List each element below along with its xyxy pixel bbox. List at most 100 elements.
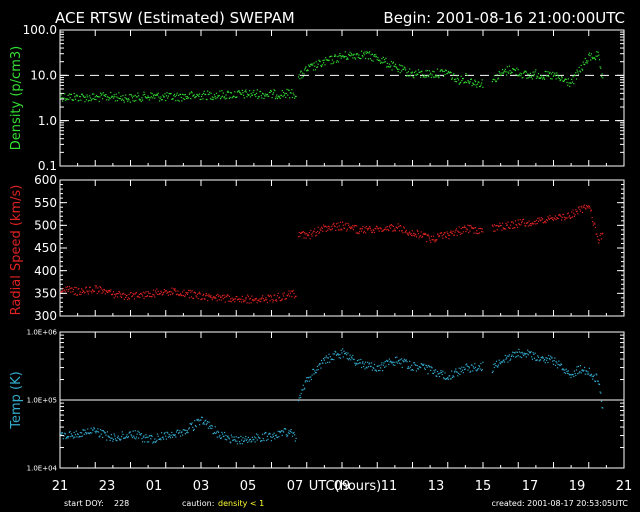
data-point <box>600 67 602 69</box>
data-point <box>405 229 407 231</box>
data-point <box>507 71 509 73</box>
data-point <box>437 373 439 375</box>
data-point <box>579 210 582 212</box>
data-point <box>405 75 407 77</box>
data-point <box>422 74 424 76</box>
data-point <box>191 92 193 94</box>
data-point <box>466 365 468 367</box>
data-point <box>316 234 318 236</box>
data-point <box>192 429 195 431</box>
data-point <box>235 296 237 298</box>
data-point <box>78 436 80 438</box>
data-point <box>232 96 234 98</box>
data-point <box>273 294 275 296</box>
data-point <box>399 359 401 361</box>
data-point <box>592 378 594 380</box>
data-point <box>112 440 114 442</box>
data-point <box>369 362 371 364</box>
data-point <box>565 78 567 81</box>
data-point <box>275 299 277 301</box>
data-point <box>305 380 307 382</box>
data-point <box>359 228 361 230</box>
data-point <box>302 231 304 233</box>
data-point <box>415 364 417 366</box>
data-point <box>468 367 470 369</box>
data-point <box>333 55 336 57</box>
data-point <box>470 225 472 227</box>
data-point <box>303 237 305 239</box>
data-point <box>212 297 214 299</box>
data-point <box>317 63 319 65</box>
data-point <box>380 62 382 64</box>
data-point <box>518 351 521 353</box>
data-point <box>119 98 121 100</box>
data-point <box>349 226 351 228</box>
data-point <box>568 373 570 375</box>
data-point <box>79 293 81 295</box>
data-point <box>194 96 197 98</box>
data-point <box>323 226 325 228</box>
data-point <box>590 374 592 376</box>
data-point <box>152 442 154 444</box>
data-point <box>145 291 147 293</box>
data-point <box>377 57 379 59</box>
data-point <box>534 352 536 354</box>
data-point <box>384 59 386 61</box>
data-point <box>459 373 461 375</box>
data-point <box>596 374 598 376</box>
data-point <box>325 57 327 59</box>
data-point <box>66 286 68 288</box>
data-point <box>519 356 521 358</box>
data-point <box>98 431 100 433</box>
data-point <box>133 294 135 296</box>
data-point <box>290 429 292 431</box>
data-point <box>96 292 98 295</box>
data-point <box>558 364 561 366</box>
data-point <box>273 89 275 91</box>
data-point <box>236 440 238 442</box>
x-axis-tick-labels: 21 23 01 03 05 07 09 11 13 15 17 19 21 <box>52 479 633 494</box>
data-point <box>387 360 389 362</box>
data-point <box>159 98 161 100</box>
data-point <box>260 440 262 442</box>
data-point <box>104 95 106 97</box>
data-point <box>342 55 344 57</box>
data-point <box>306 232 308 235</box>
data-point <box>523 218 525 220</box>
data-point <box>393 65 395 67</box>
data-point <box>600 392 602 394</box>
data-point <box>525 71 527 73</box>
data-point <box>157 435 159 437</box>
data-point <box>374 56 376 58</box>
y-tick-label: 400 <box>34 264 57 278</box>
data-point <box>493 366 495 369</box>
data-point <box>308 64 310 66</box>
data-point <box>419 71 421 73</box>
data-point <box>547 216 549 218</box>
data-point <box>272 301 274 303</box>
data-point <box>152 289 155 291</box>
data-point <box>92 97 94 100</box>
data-point <box>429 74 431 76</box>
data-point <box>118 92 120 94</box>
data-point <box>592 58 594 60</box>
start-doy-label: start DOY: <box>64 499 104 508</box>
data-point <box>295 95 297 97</box>
data-point <box>76 436 78 438</box>
data-point <box>159 100 161 102</box>
y-tick-label: 1.0E+06 <box>27 328 58 336</box>
data-point <box>543 222 545 224</box>
data-point <box>532 352 534 354</box>
data-point <box>253 299 256 301</box>
data-point <box>455 371 458 373</box>
data-point <box>421 363 423 365</box>
data-point <box>226 296 228 298</box>
data-point <box>226 436 228 438</box>
data-point <box>270 440 272 442</box>
data-point <box>533 221 535 223</box>
data-point <box>184 94 186 96</box>
data-point <box>371 231 373 233</box>
data-point <box>577 71 579 73</box>
data-point <box>69 288 71 290</box>
data-point <box>210 92 212 94</box>
